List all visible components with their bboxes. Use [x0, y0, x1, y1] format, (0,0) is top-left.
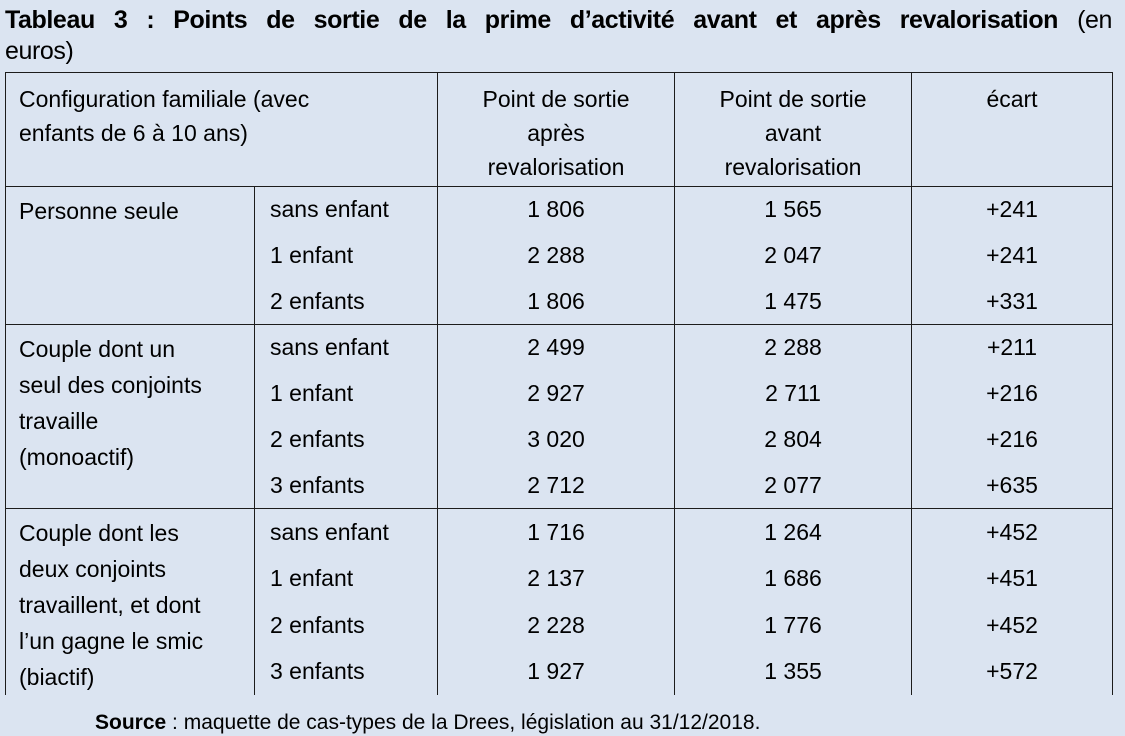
cell-children: 1 enfant	[253, 232, 439, 279]
cell-ecart: +331	[911, 278, 1114, 325]
group-label-line: Couple dont les	[19, 520, 179, 546]
title-bold-text: Tableau 3 : Points de sortie de la prime…	[5, 6, 1059, 34]
table-row: 1 enfant 2 927 2 711 +216	[6, 370, 1114, 417]
header-before-line: Point de sortie	[719, 86, 867, 112]
group-label-line: (monoactif)	[19, 444, 135, 470]
header-after-line: après	[527, 120, 585, 146]
cell-after: 2 927	[437, 370, 676, 417]
cell-children: 2 enfants	[253, 416, 439, 463]
title-line-1: Tableau 3 : Points de sortie de la prime…	[5, 5, 1112, 36]
header-after-line: Point de sortie	[482, 86, 630, 112]
cell-children: sans enfant	[253, 186, 439, 233]
header-ecart: écart	[911, 72, 1114, 187]
header-config-line: Configuration familiale (avec	[19, 86, 310, 112]
cell-children: 1 enfant	[253, 370, 439, 417]
table-row: 1 enfant 2 288 2 047 +241	[6, 232, 1114, 279]
cell-before: 1 565	[674, 186, 913, 233]
header-before-line: avant	[764, 120, 822, 146]
header-configuration: Configuration familiale (avec enfants de…	[4, 72, 439, 187]
cell-children: 1 enfant	[253, 555, 439, 602]
table-row: 2 enfants 2 228 1 776 +452	[6, 601, 1114, 649]
cell-ecart: +211	[911, 324, 1114, 371]
cell-children: 2 enfants	[253, 601, 439, 649]
table-row: 2 enfants 3 020 2 804 +216	[6, 416, 1114, 463]
cell-ecart: +452	[911, 601, 1114, 649]
table-row: Couple dont un seul des conjoints travai…	[5, 324, 1114, 509]
group-label-cell: Personne seule	[5, 186, 255, 325]
cell-children: sans enfant	[253, 324, 439, 371]
cell-ecart: +216	[911, 370, 1114, 417]
cell-before: 1 776	[674, 601, 913, 649]
header-config-line: enfants de 6 à 10 ans)	[19, 120, 248, 146]
header-after-line: revalorisation	[487, 154, 625, 180]
group-label-line: (biactif)	[19, 664, 95, 690]
source-text: : maquette de cas-types de la Drees, lég…	[166, 711, 761, 734]
cell-before: 2 047	[674, 232, 913, 279]
source-note: Source : maquette de cas-types de la Dre…	[95, 710, 1125, 736]
group-label-line: Personne seule	[19, 198, 179, 224]
cell-ecart: +241	[911, 232, 1114, 279]
group-label-line: deux conjoints	[19, 556, 167, 582]
cell-after: 2 712	[437, 462, 676, 509]
cell-before: 2 288	[674, 324, 913, 371]
group-label-line: Couple dont un	[19, 336, 176, 362]
group-label-cell: Couple dont les deux conjoints travaille…	[5, 508, 255, 695]
header-ecart-label: écart	[986, 86, 1038, 112]
cell-children: 2 enfants	[253, 278, 439, 325]
cell-ecart: +635	[911, 462, 1114, 509]
source-label: Source	[95, 711, 167, 734]
table-title: Tableau 3 : Points de sortie de la prime…	[5, 5, 1112, 67]
cell-after: 1 716	[437, 508, 676, 556]
cell-children: 3 enfants	[253, 648, 439, 695]
header-row: Configuration familiale (avec enfants de…	[4, 72, 1114, 187]
cell-ecart: +572	[911, 648, 1114, 695]
header-before-line: revalorisation	[724, 154, 862, 180]
cell-children: sans enfant	[253, 508, 439, 556]
table-row: 1 enfant 2 137 1 686 +451	[6, 555, 1114, 602]
title-line-2: euros)	[5, 37, 74, 65]
cell-after: 2 137	[437, 555, 676, 602]
table-row: 3 enfants 1 927 1 355 +572	[6, 648, 1114, 695]
cell-after: 2 499	[437, 324, 676, 371]
group-label-line: seul des conjoints	[19, 372, 202, 398]
cell-before: 2 077	[674, 462, 913, 509]
group-label-line: travaillent, et dont	[19, 592, 201, 618]
cell-after: 2 228	[437, 601, 676, 649]
cell-after: 3 020	[437, 416, 676, 463]
group-label-cell: Couple dont un seul des conjoints travai…	[5, 324, 255, 509]
cell-before: 1 686	[674, 555, 913, 602]
cell-ecart: +451	[911, 555, 1114, 602]
title-unit-open: (en	[1077, 6, 1112, 34]
cell-before: 2 711	[674, 370, 913, 417]
data-table: Configuration familiale (avec enfants de…	[4, 72, 1114, 695]
table-row: 3 enfants 2 712 2 077 +635	[6, 462, 1114, 509]
group-label-line: l’un gagne le smic	[19, 628, 204, 654]
header-before-revalorisation: Point de sortie avant revalorisation	[674, 72, 913, 187]
group-label-line: travaille	[19, 408, 99, 434]
cell-before: 1 475	[674, 278, 913, 325]
table-row: 2 enfants 1 806 1 475 +331	[6, 278, 1114, 325]
cell-before: 1 355	[674, 648, 913, 695]
cell-after: 1 927	[437, 648, 676, 695]
cell-children: 3 enfants	[253, 462, 439, 509]
cell-ecart: +216	[911, 416, 1114, 463]
cell-after: 1 806	[437, 278, 676, 325]
header-after-revalorisation: Point de sortie après revalorisation	[437, 72, 676, 187]
cell-ecart: +241	[911, 186, 1114, 233]
table-row: Personne seule sans enfant 1 806 1 565 +…	[5, 186, 1114, 325]
cell-after: 2 288	[437, 232, 676, 279]
table-row: Couple dont les deux conjoints travaille…	[5, 508, 1114, 695]
cell-ecart: +452	[911, 508, 1114, 556]
cell-before: 2 804	[674, 416, 913, 463]
cell-after: 1 806	[437, 186, 676, 233]
cell-before: 1 264	[674, 508, 913, 556]
